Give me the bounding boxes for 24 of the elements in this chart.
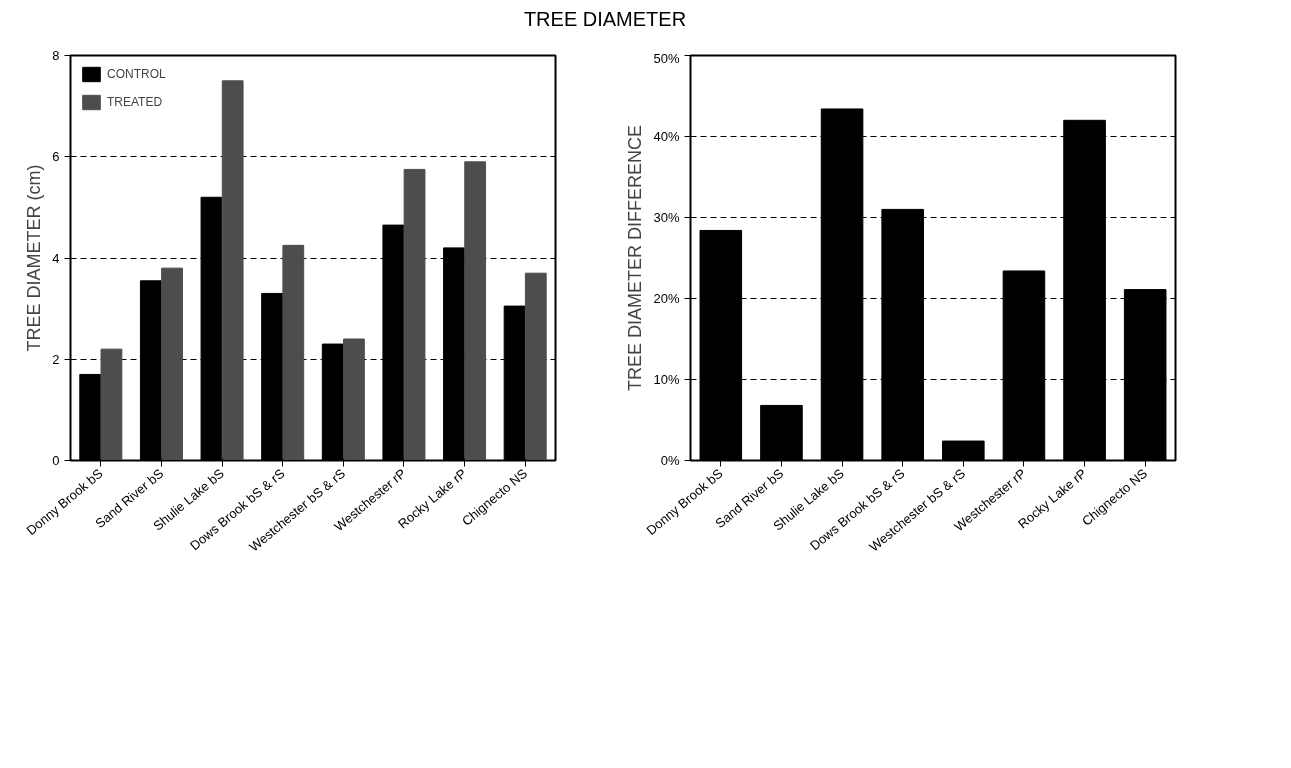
bar bbox=[524, 272, 547, 461]
y-tick-label: 2 bbox=[52, 351, 60, 367]
y-tick-label: 0% bbox=[660, 453, 680, 468]
bar bbox=[403, 168, 426, 461]
bar bbox=[282, 244, 305, 461]
y-axis-title: TREE DIAMETER (cm) bbox=[24, 164, 45, 352]
bar bbox=[161, 267, 183, 461]
y-tick-label: 0 bbox=[52, 453, 60, 468]
bar bbox=[464, 161, 487, 461]
y-tick-label: 10% bbox=[653, 372, 680, 387]
y-tick-label: 6 bbox=[52, 149, 60, 165]
legend-label: TREATED bbox=[107, 95, 163, 109]
y-tick-label: 30% bbox=[653, 210, 680, 225]
y-tick-label: 4 bbox=[52, 250, 60, 266]
bar bbox=[221, 80, 244, 461]
y-axis-title: TREE DIAMETER DIFFERENCE bbox=[625, 124, 646, 392]
bar bbox=[100, 348, 123, 461]
text: TREE DIAMETER bbox=[523, 7, 687, 32]
y-tick-label: 50% bbox=[653, 50, 680, 66]
y-tick-label: 20% bbox=[653, 291, 680, 306]
legend-label: CONTROL bbox=[107, 67, 166, 81]
y-tick-label: 8 bbox=[52, 48, 60, 63]
y-tick-label: 40% bbox=[653, 129, 680, 144]
bar bbox=[343, 338, 365, 461]
